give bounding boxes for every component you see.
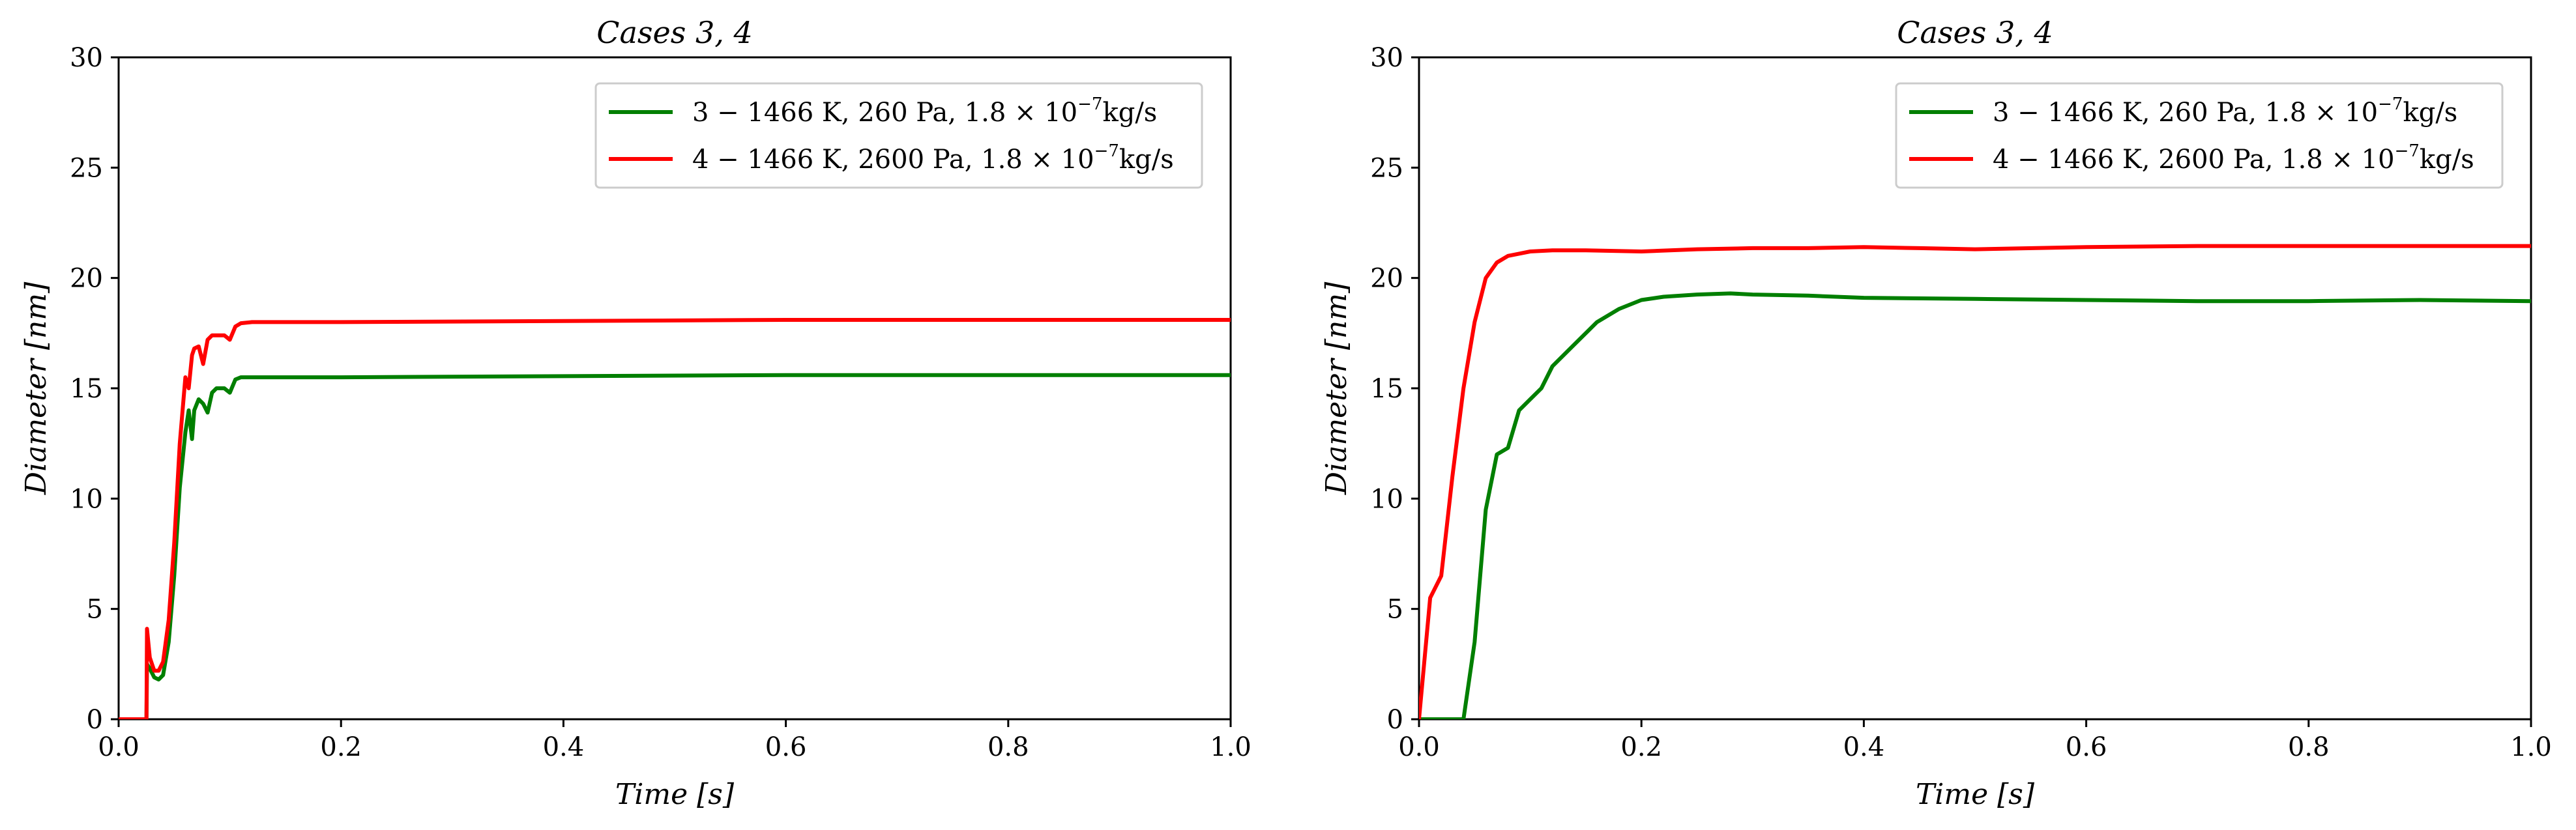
x-tick-label: 0.0 bbox=[98, 732, 139, 762]
x-tick-label: 0.8 bbox=[2288, 732, 2330, 762]
legend-label-2: 4 − 1466 K, 2600 Pa, 1.8 × 10−7kg/s bbox=[1993, 141, 2474, 175]
y-axis-label: Diameter [nm] bbox=[1320, 281, 1353, 495]
x-axis-label: Time [s] bbox=[615, 778, 735, 811]
y-axis-label: Diameter [nm] bbox=[20, 281, 53, 495]
y-tick-label: 10 bbox=[70, 484, 103, 514]
x-tick-label: 0.2 bbox=[1620, 732, 1662, 762]
series-line-2 bbox=[1419, 244, 2531, 719]
x-tick-label: 1.0 bbox=[1210, 732, 1251, 762]
y-tick-label: 0 bbox=[87, 705, 103, 735]
x-tick-label: 0.2 bbox=[320, 732, 362, 762]
series-line-1 bbox=[119, 373, 1231, 719]
y-tick-label: 25 bbox=[70, 153, 103, 183]
series-line-2 bbox=[119, 318, 1231, 719]
chart-panel-1: Cases 3, 4 0.0 0.2 0.4 0.6 0.8 1.0 0 5 10 15 20 25 30… bbox=[20, 15, 1251, 811]
legend-box bbox=[594, 82, 1203, 189]
x-tick-label: 0.4 bbox=[543, 732, 585, 762]
legend-label-2: 4 − 1466 K, 2600 Pa, 1.8 × 10−7kg/s bbox=[692, 141, 1174, 175]
legend-label-1: 3 − 1466 K, 260 Pa, 1.8 × 10−7kg/s bbox=[1993, 94, 2457, 128]
series-line-1 bbox=[1419, 291, 2531, 719]
x-tick-label: 0.0 bbox=[1398, 732, 1440, 762]
y-tick-label: 10 bbox=[1370, 484, 1403, 514]
x-tick-label: 0.8 bbox=[988, 732, 1029, 762]
chart-title: Cases 3, 4 bbox=[1897, 15, 2053, 50]
x-axis-label: Time [s] bbox=[1916, 778, 2035, 811]
x-tick-label: 1.0 bbox=[2510, 732, 2552, 762]
legend-label-1: 3 − 1466 K, 260 Pa, 1.8 × 10−7kg/s bbox=[692, 94, 1157, 128]
y-tick-label: 25 bbox=[1370, 153, 1403, 183]
x-tick-label: 0.6 bbox=[765, 732, 807, 762]
y-tick-label: 15 bbox=[70, 374, 103, 404]
y-tick-label: 0 bbox=[1387, 705, 1403, 735]
x-tick-label: 0.6 bbox=[2066, 732, 2107, 762]
y-tick-label: 20 bbox=[70, 264, 103, 294]
y-tick-label: 15 bbox=[1370, 374, 1403, 404]
y-tick-label: 20 bbox=[1370, 264, 1403, 294]
chart-title: Cases 3, 4 bbox=[596, 15, 752, 50]
y-tick-label: 5 bbox=[1387, 595, 1403, 625]
y-tick-label: 30 bbox=[1370, 43, 1403, 73]
chart-panel-2: Cases 3, 4 0.0 0.2 0.4 0.6 0.8 1.0 0 5 10 15 20 25 30… bbox=[1320, 15, 2552, 811]
legend-box bbox=[1895, 82, 2504, 189]
x-tick-label: 0.4 bbox=[1843, 732, 1885, 762]
y-tick-label: 30 bbox=[70, 43, 103, 73]
y-tick-label: 5 bbox=[87, 595, 103, 625]
